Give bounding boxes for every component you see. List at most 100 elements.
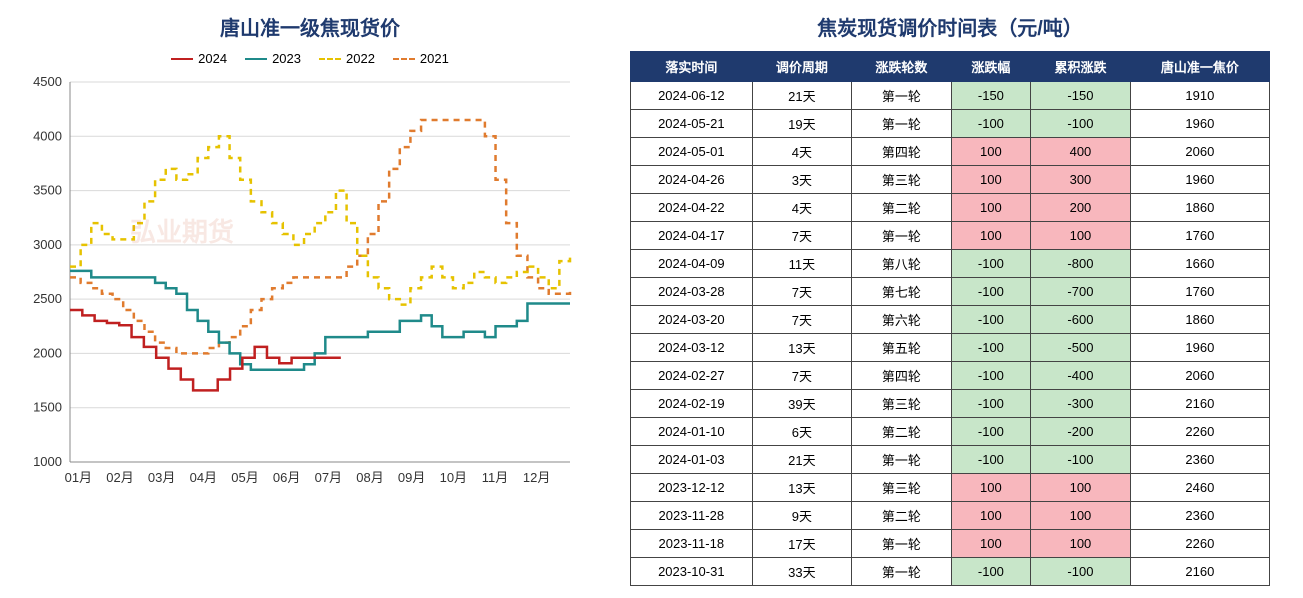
y-tick-label: 3500 [33,183,62,198]
table-cell: 13天 [752,334,851,362]
legend-item: 2023 [245,51,301,66]
table-cell: 2060 [1130,138,1269,166]
table-cell: 7天 [752,362,851,390]
chart-legend: 2024202320222021 [20,51,600,66]
table-cell: -100 [1031,446,1130,474]
x-tick-label: 03月 [148,470,175,485]
table-cell: 第四轮 [852,362,951,390]
table-cell: 1910 [1130,82,1269,110]
table-cell: -300 [1031,390,1130,418]
table-cell: 21天 [752,82,851,110]
table-cell: 第一轮 [852,558,951,586]
table-cell: 33天 [752,558,851,586]
series-2021 [70,120,570,353]
y-tick-label: 2500 [33,291,62,306]
table-cell: 7天 [752,306,851,334]
table-cell: 2460 [1130,474,1269,502]
table-cell: 2160 [1130,558,1269,586]
table-cell: 第一轮 [852,446,951,474]
table-panel: 焦炭现货调价时间表（元/吨） 落实时间调价周期涨跌轮数涨跌幅累积涨跌唐山准一焦价… [630,12,1270,586]
x-tick-label: 11月 [482,470,509,485]
y-tick-label: 1500 [33,400,62,415]
x-tick-label: 09月 [398,470,425,485]
table-cell: 400 [1031,138,1130,166]
table-cell: 7天 [752,222,851,250]
table-cell: 第三轮 [852,474,951,502]
table-cell: -100 [951,110,1031,138]
table-row: 2024-04-177天第一轮1001001760 [631,222,1270,250]
table-cell: 2024-03-20 [631,306,753,334]
table-cell: 第二轮 [852,502,951,530]
table-row: 2024-02-1939天第三轮-100-3002160 [631,390,1270,418]
chart-panel: 唐山准一级焦现货价 2024202320222021 弘业期货 10001500… [20,12,600,502]
table-cell: 第一轮 [852,222,951,250]
table-cell: 第三轮 [852,166,951,194]
legend-swatch [319,58,341,60]
table-cell: 300 [1031,166,1130,194]
legend-label: 2023 [272,51,301,66]
table-title: 焦炭现货调价时间表（元/吨） [630,12,1270,41]
x-tick-label: 08月 [356,470,383,485]
table-cell: 2060 [1130,362,1269,390]
y-tick-label: 4500 [33,74,62,89]
table-cell: 2024-05-01 [631,138,753,166]
series-2023 [70,271,570,370]
table-row: 2024-06-1221天第一轮-150-1501910 [631,82,1270,110]
table-row: 2023-12-1213天第三轮1001002460 [631,474,1270,502]
table-cell: 2024-04-26 [631,166,753,194]
table-col-header: 涨跌幅 [951,52,1031,82]
table-cell: 1860 [1130,194,1269,222]
table-cell: -100 [951,278,1031,306]
table-cell: 第七轮 [852,278,951,306]
table-cell: 3天 [752,166,851,194]
x-tick-label: 07月 [315,470,342,485]
table-cell: -700 [1031,278,1130,306]
table-row: 2024-02-277天第四轮-100-4002060 [631,362,1270,390]
table-cell: 第八轮 [852,250,951,278]
series-2022 [70,136,570,304]
table-cell: 4天 [752,194,851,222]
table-cell: -100 [951,334,1031,362]
table-row: 2023-10-3133天第一轮-100-1002160 [631,558,1270,586]
table-cell: 2023-11-18 [631,530,753,558]
x-tick-label: 01月 [65,470,92,485]
table-row: 2024-03-1213天第五轮-100-5001960 [631,334,1270,362]
table-cell: 2024-01-10 [631,418,753,446]
table-cell: -150 [1031,82,1130,110]
table-cell: 第一轮 [852,110,951,138]
table-cell: -200 [1031,418,1130,446]
table-cell: 2024-02-19 [631,390,753,418]
table-col-header: 累积涨跌 [1031,52,1130,82]
table-cell: 100 [951,530,1031,558]
table-row: 2024-05-014天第四轮1004002060 [631,138,1270,166]
table-cell: 第二轮 [852,418,951,446]
table-cell: -100 [1031,110,1130,138]
table-cell: -500 [1031,334,1130,362]
legend-label: 2021 [420,51,449,66]
table-cell: 13天 [752,474,851,502]
table-cell: 100 [1031,222,1130,250]
page-container: 唐山准一级焦现货价 2024202320222021 弘业期货 10001500… [20,12,1283,586]
table-col-header: 唐山准一焦价 [1130,52,1269,82]
legend-swatch [245,58,267,60]
table-cell: 4天 [752,138,851,166]
y-tick-label: 1000 [33,454,62,469]
legend-item: 2024 [171,51,227,66]
table-col-header: 落实时间 [631,52,753,82]
table-cell: 2024-02-27 [631,362,753,390]
table-cell: 2024-01-03 [631,446,753,474]
table-cell: 6天 [752,418,851,446]
table-cell: 9天 [752,502,851,530]
table-cell: 第三轮 [852,390,951,418]
table-cell: -400 [1031,362,1130,390]
table-cell: 第二轮 [852,194,951,222]
table-cell: 100 [951,502,1031,530]
table-cell: 2024-06-12 [631,82,753,110]
table-row: 2024-05-2119天第一轮-100-1001960 [631,110,1270,138]
table-cell: 1960 [1130,110,1269,138]
legend-swatch [393,58,415,60]
legend-label: 2024 [198,51,227,66]
table-cell: 第一轮 [852,82,951,110]
x-tick-label: 10月 [440,470,467,485]
table-cell: -150 [951,82,1031,110]
